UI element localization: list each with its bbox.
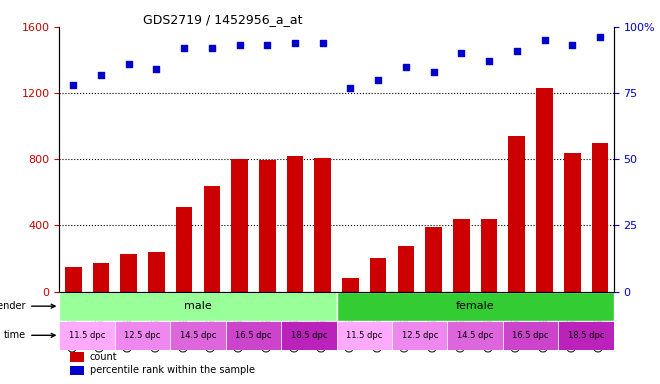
Text: gender: gender [0,301,55,311]
Bar [231,159,248,291]
Point [484,58,494,65]
Bar [286,156,304,291]
Bar [536,88,553,291]
Point [456,50,467,56]
Point [207,45,217,51]
Bar [480,219,498,291]
Bar [397,246,414,291]
Text: female: female [456,301,494,311]
Point [234,42,245,48]
Point [512,48,522,54]
Text: 11.5 dpc: 11.5 dpc [346,331,383,340]
Bar [226,321,281,350]
Bar [447,321,503,350]
Text: 14.5 dpc: 14.5 dpc [457,331,494,340]
Bar [392,321,447,350]
Point [595,35,605,41]
Bar [59,291,337,321]
Text: 16.5 dpc: 16.5 dpc [235,331,272,340]
Point [539,37,550,43]
Bar [203,186,220,291]
Bar [314,157,331,291]
Text: time: time [4,330,55,340]
Text: 12.5 dpc: 12.5 dpc [401,331,438,340]
Bar [59,321,115,350]
Point [317,40,328,46]
Bar [425,227,442,291]
Bar [508,136,525,291]
Point [567,42,578,48]
Text: 14.5 dpc: 14.5 dpc [180,331,216,340]
Bar [92,263,110,291]
Bar [120,253,137,291]
Bar [591,143,609,291]
Bar [370,258,387,291]
Bar [115,321,170,350]
Point [179,45,189,51]
Text: count: count [90,352,117,362]
Text: 16.5 dpc: 16.5 dpc [512,331,549,340]
Text: percentile rank within the sample: percentile rank within the sample [90,366,255,376]
Text: 11.5 dpc: 11.5 dpc [69,331,106,340]
Point [401,63,411,70]
Point [68,82,79,88]
Bar [65,267,82,291]
Bar [503,321,558,350]
Bar [337,321,392,350]
Bar [342,278,359,291]
Bar [564,152,581,291]
Bar [71,366,84,375]
Point [123,61,134,67]
Bar [558,321,614,350]
Bar [337,291,614,321]
Point [373,77,383,83]
Bar [281,321,337,350]
Point [262,42,273,48]
Bar [148,252,165,291]
Bar [176,207,193,291]
Text: 18.5 dpc: 18.5 dpc [568,331,605,340]
Bar [259,160,276,291]
Point [290,40,300,46]
Point [96,71,106,78]
Point [151,66,162,72]
Bar [453,219,470,291]
Bar [170,321,226,350]
Point [345,85,356,91]
Text: 18.5 dpc: 18.5 dpc [290,331,327,340]
Point [428,69,439,75]
Text: GDS2719 / 1452956_a_at: GDS2719 / 1452956_a_at [143,13,302,26]
Bar [71,353,84,362]
Text: male: male [184,301,212,311]
Text: 12.5 dpc: 12.5 dpc [124,331,161,340]
